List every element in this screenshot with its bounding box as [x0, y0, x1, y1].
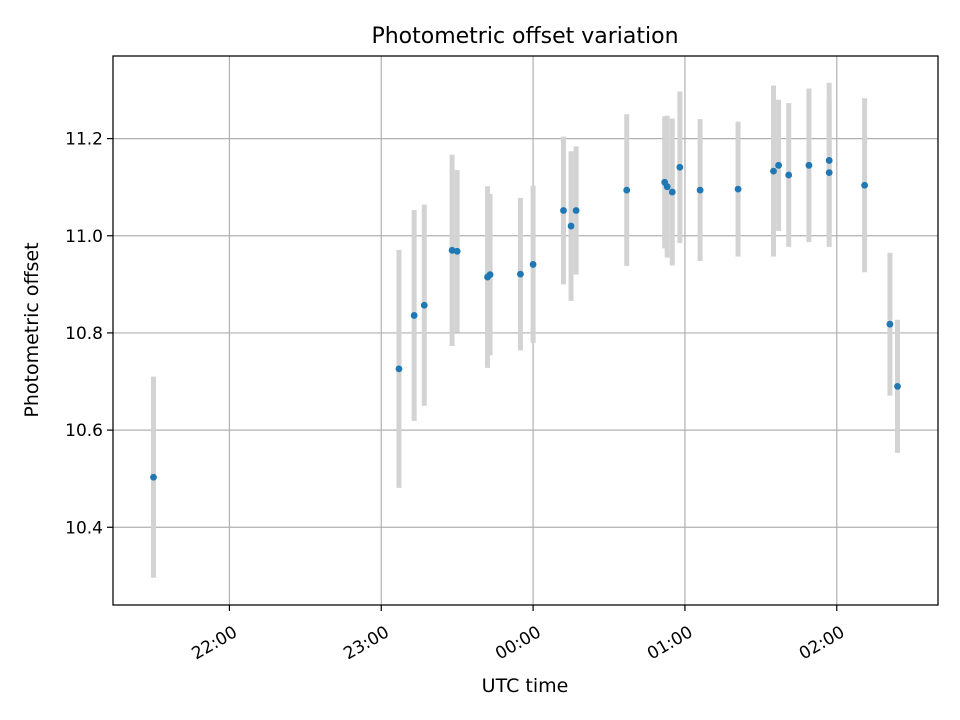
data-point	[770, 167, 777, 175]
data-point	[825, 157, 833, 164]
data-point	[663, 183, 671, 191]
y-tick-label: 10.4	[65, 518, 103, 538]
data-point	[825, 169, 833, 177]
data-point	[805, 161, 813, 169]
data-point	[785, 171, 793, 179]
x-axis-label: UTC time	[482, 675, 569, 697]
data-point	[623, 186, 631, 194]
data-point	[886, 320, 894, 328]
y-tick-label: 10.6	[65, 421, 103, 441]
y-tick-label: 11.2	[65, 130, 103, 150]
data-point	[894, 382, 901, 390]
data-point	[453, 247, 461, 255]
y-tick-label: 11.0	[65, 227, 103, 247]
data-point	[696, 186, 704, 194]
data-point	[486, 271, 494, 279]
data-point	[572, 207, 580, 214]
grid	[113, 56, 938, 605]
data-point	[517, 270, 524, 278]
data-point	[560, 207, 567, 214]
data-point	[676, 163, 684, 171]
y-axis-label: Photometric offset	[21, 242, 43, 417]
data-point	[395, 365, 403, 373]
y-tick-label: 10.8	[65, 324, 103, 344]
data-point	[567, 222, 575, 230]
data-points	[150, 157, 901, 481]
data-point	[150, 473, 157, 481]
chart-title: Photometric offset variation	[371, 24, 678, 49]
data-point	[420, 301, 428, 309]
data-point	[529, 261, 537, 268]
data-point	[668, 188, 676, 196]
data-point	[775, 161, 782, 169]
data-point	[410, 312, 418, 319]
data-point	[448, 246, 456, 254]
plot-frame	[112, 55, 939, 606]
data-point	[861, 181, 869, 189]
data-point	[734, 185, 742, 193]
